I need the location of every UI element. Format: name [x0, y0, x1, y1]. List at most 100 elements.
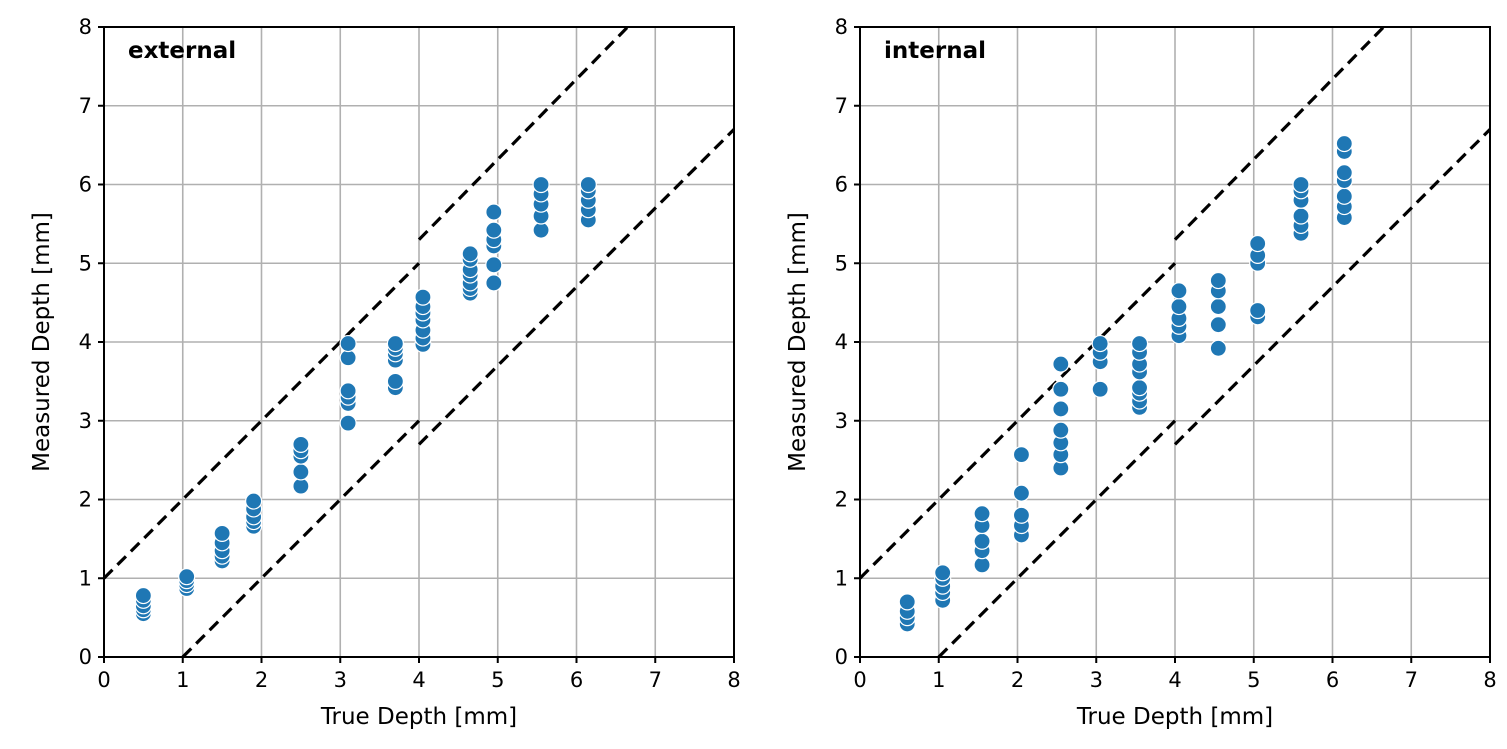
data-point: [532, 175, 550, 194]
data-point: [1335, 134, 1353, 153]
y-axis-label: Measured Depth [mm]: [785, 212, 811, 472]
x-tick-label: 6: [1326, 668, 1339, 692]
upper-bound-1: [104, 262, 421, 580]
data-point: [292, 435, 310, 453]
data-point: [213, 524, 231, 542]
data-point: [1292, 207, 1310, 225]
panel-label: internal: [884, 38, 986, 64]
x-tick-label: 8: [1483, 668, 1496, 692]
data-point: [1012, 446, 1031, 464]
y-tick-label: 3: [79, 409, 92, 433]
data-point: [485, 256, 503, 274]
chart-panel-external: 0 1 2 3 4 5 6 7 8 0 1 2 3 4 5 6 7 8 True Depth [mm] Measure…: [29, 15, 741, 730]
x-tick-label: 0: [97, 668, 110, 692]
upper-bound-1: [860, 262, 1177, 580]
y-tick-label: 6: [835, 173, 848, 197]
data-point: [339, 334, 357, 353]
x-tick-label: 2: [1011, 668, 1024, 692]
y-axis-label: Measured Depth [mm]: [29, 212, 55, 472]
data-point: [1209, 316, 1227, 334]
upper-bound-2: [1173, 27, 1385, 241]
y-tick-label: 0: [79, 645, 92, 669]
data-point: [485, 274, 503, 292]
y-tick-label: 5: [835, 251, 848, 275]
data-point: [1209, 297, 1227, 316]
data-point: [1091, 334, 1109, 353]
data-point: [485, 221, 503, 239]
data-point: [1335, 187, 1353, 205]
data-point: [339, 414, 357, 432]
scatter-points: [898, 134, 1353, 633]
data-point: [973, 505, 991, 523]
data-point: [1130, 334, 1149, 353]
x-tick-label: 4: [1168, 668, 1181, 692]
x-tick-label: 0: [853, 668, 866, 692]
x-tick-label: 2: [255, 668, 268, 692]
x-tick-label: 5: [491, 668, 504, 692]
x-tick-label: 7: [1405, 668, 1418, 692]
data-point: [1052, 380, 1070, 398]
data-point: [461, 245, 479, 263]
x-axis-label: True Depth [mm]: [320, 704, 517, 730]
x-tick-label: 6: [570, 668, 583, 692]
y-tick-label: 2: [79, 488, 92, 512]
y-tick-label: 4: [79, 330, 92, 354]
data-point: [1012, 484, 1031, 502]
tolerance-bounds: [860, 27, 1490, 657]
x-tick-label: 1: [932, 668, 945, 692]
data-point: [579, 175, 597, 194]
tolerance-bounds: [104, 27, 734, 657]
data-point: [1170, 297, 1188, 316]
chart-panel-internal: 0 1 2 3 4 5 6 7 8 0 1 2 3 4 5 6 7 8 True Depth [mm] Measure…: [785, 15, 1497, 730]
data-point: [386, 334, 404, 353]
data-point: [898, 593, 916, 611]
data-point: [1091, 380, 1109, 398]
lower-bound-2: [1173, 128, 1490, 446]
data-point: [245, 492, 263, 510]
data-point: [1170, 282, 1188, 300]
y-tick-label: 1: [835, 566, 848, 590]
upper-bound-2: [417, 27, 629, 241]
data-point: [386, 372, 404, 390]
x-tick-label: 5: [1247, 668, 1260, 692]
data-point: [1052, 421, 1070, 439]
data-point: [973, 532, 991, 550]
data-point: [1209, 271, 1227, 290]
data-point: [1249, 301, 1267, 320]
data-point: [1130, 379, 1149, 397]
data-point: [1012, 506, 1031, 524]
y-tick-label: 5: [79, 251, 92, 275]
x-tick-label: 3: [334, 668, 347, 692]
x-tick-label: 4: [412, 668, 425, 692]
panel-label: external: [128, 38, 236, 64]
y-tick-label: 4: [835, 330, 848, 354]
data-point: [1335, 164, 1353, 182]
lower-bound-2: [417, 128, 734, 446]
y-tick-label: 6: [79, 173, 92, 197]
data-point: [134, 586, 152, 605]
x-tick-label: 1: [176, 668, 189, 692]
data-point: [1292, 175, 1310, 194]
data-point: [934, 564, 952, 582]
y-tick-label: 8: [79, 15, 92, 39]
x-axis-label: True Depth [mm]: [1076, 704, 1273, 730]
data-point: [485, 203, 503, 221]
y-tick-label: 1: [79, 566, 92, 590]
data-point: [1052, 400, 1070, 418]
data-point: [1052, 355, 1070, 373]
data-point: [414, 288, 432, 306]
x-tick-label: 3: [1090, 668, 1103, 692]
data-point: [1249, 234, 1267, 253]
x-tick-label: 7: [649, 668, 662, 692]
y-tick-label: 7: [79, 94, 92, 118]
x-tick-label: 8: [727, 668, 740, 692]
data-point: [292, 463, 310, 481]
data-point: [339, 382, 357, 400]
y-tick-label: 8: [835, 15, 848, 39]
data-point: [178, 568, 196, 586]
y-tick-label: 7: [835, 94, 848, 118]
y-tick-label: 3: [835, 409, 848, 433]
y-tick-label: 0: [835, 645, 848, 669]
data-point: [1209, 339, 1227, 357]
